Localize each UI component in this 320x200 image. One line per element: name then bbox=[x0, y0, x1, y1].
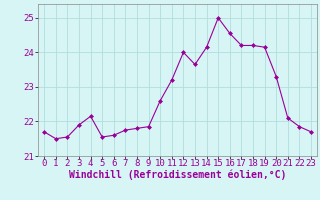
X-axis label: Windchill (Refroidissement éolien,°C): Windchill (Refroidissement éolien,°C) bbox=[69, 170, 286, 180]
